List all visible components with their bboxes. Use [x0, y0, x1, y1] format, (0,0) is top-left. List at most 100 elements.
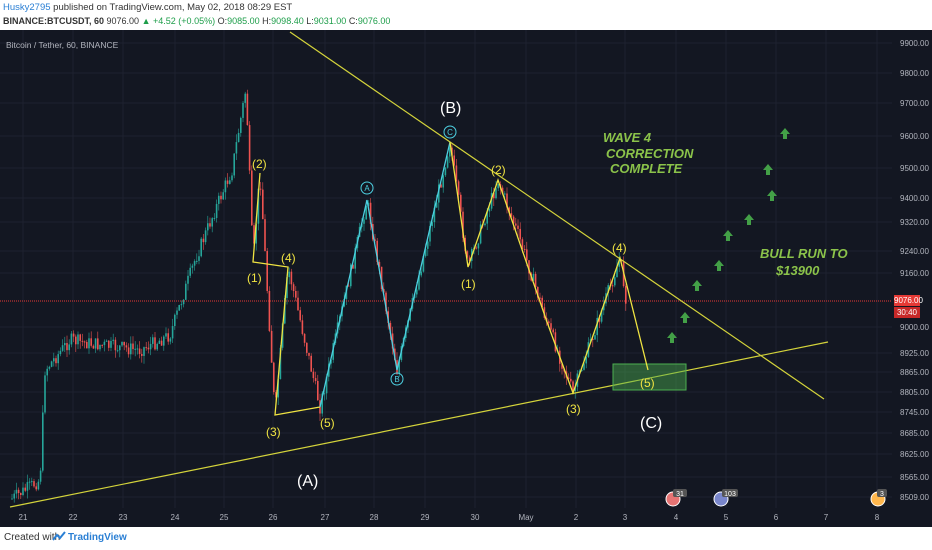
candle-body	[431, 222, 433, 227]
candle-body	[119, 345, 121, 351]
candle-body	[121, 341, 123, 346]
time-tick-label: 6	[774, 513, 779, 522]
upper-trendline[interactable]	[289, 31, 825, 400]
candle-body	[185, 283, 187, 300]
circle-marker-B	[390, 372, 404, 386]
tradingview-brand-link[interactable]: TradingView	[68, 532, 127, 543]
candle-body	[92, 345, 95, 349]
candle-body	[515, 223, 517, 226]
bullish-arrows	[667, 128, 790, 343]
lower-trendline[interactable]	[9, 341, 829, 508]
candle-body	[385, 292, 387, 312]
candle-body	[594, 335, 596, 340]
time-tick-label: 28	[370, 513, 379, 522]
candle-body	[398, 360, 400, 375]
candle-body	[235, 142, 238, 154]
price-tick-label: 8565.00	[900, 473, 929, 482]
wave-label-4b: (4)	[612, 241, 627, 255]
candle-body	[251, 170, 253, 226]
wave-path-b[interactable]	[319, 141, 451, 408]
candle-body	[198, 256, 200, 261]
event-count-bg-1	[673, 489, 687, 497]
time-tick-label: 22	[69, 513, 78, 522]
candle-body	[314, 378, 317, 381]
price-tick-label: 8865.00	[900, 368, 929, 377]
candle-body	[242, 102, 244, 118]
candle-body	[598, 317, 601, 322]
candle-body	[17, 489, 20, 494]
candle-body	[264, 219, 266, 252]
candle-body	[479, 224, 482, 244]
circle-label-C: C	[447, 128, 453, 137]
candle-body	[279, 347, 282, 380]
candle-body	[191, 265, 194, 268]
price-tick-label: 9900.00	[900, 39, 929, 48]
current-price-tag: 9076.00	[894, 295, 923, 306]
candle-body	[50, 361, 53, 367]
candle-body	[99, 344, 101, 350]
event-count-bg-2	[722, 489, 738, 497]
candle-body	[614, 277, 616, 286]
pane-title: Bitcoin / Tether, 60, BINANCE	[6, 40, 119, 50]
candle-body	[37, 481, 40, 490]
candle-body	[158, 340, 161, 344]
candle-body	[218, 195, 220, 204]
candle-body	[365, 205, 367, 220]
candle-body	[528, 260, 530, 274]
time-axis[interactable]: 21 22 23 24 25 26 27 28 29 30 May 2 3 4 5 6 7 8	[19, 513, 880, 522]
price-chart[interactable]: (2) (1) (4) (3) (5) (2) (1) (4) (3) (5) …	[0, 30, 932, 527]
chart-pane[interactable]: (2) (1) (4) (3) (5) (2) (1) (4) (3) (5) …	[0, 30, 932, 527]
high-label: H:	[262, 16, 272, 26]
target-zone-box[interactable]	[612, 363, 687, 391]
candle-body	[215, 203, 218, 218]
candle-body	[512, 216, 515, 224]
candle-body	[259, 188, 262, 190]
created-with-text: Created with	[4, 532, 61, 543]
candle-body	[262, 189, 264, 220]
candle-body	[240, 117, 242, 133]
candle-body	[24, 487, 26, 491]
time-tick-label: 25	[220, 513, 229, 522]
candle-body	[233, 153, 235, 176]
candle-body	[132, 343, 134, 350]
time-tick-label: 3	[623, 513, 628, 522]
candle-body	[154, 337, 156, 350]
time-tick-label: 7	[824, 513, 829, 522]
candle-body	[523, 249, 526, 251]
wave-path-a[interactable]	[252, 172, 321, 416]
candle-body	[495, 188, 497, 199]
chart-header: Husky2795 published on TradingView.com, …	[0, 0, 932, 30]
candle-body	[94, 338, 97, 349]
candle-body	[90, 338, 92, 346]
candle-body	[163, 336, 165, 346]
price-tick-label: 8805.00	[900, 388, 929, 397]
candle-body	[350, 264, 352, 287]
time-tick-label: 29	[421, 513, 430, 522]
candle-body	[46, 368, 48, 376]
candle-body	[180, 304, 183, 306]
candle-body	[572, 381, 574, 391]
candle-body	[226, 180, 229, 184]
candle-body	[165, 333, 167, 337]
up-arrow-icon	[744, 214, 754, 225]
candle-body	[28, 481, 31, 483]
candle-body	[306, 342, 308, 353]
candle-body	[484, 223, 486, 226]
price-axis[interactable]: 9900.00 9800.00 9700.00 9600.00 9500.00 9400.…	[900, 39, 929, 502]
candle-body	[55, 358, 57, 364]
event-count-bg-3	[877, 489, 887, 497]
time-tick-label: 8	[875, 513, 880, 522]
candle-body	[378, 261, 381, 267]
candle-body	[310, 355, 312, 372]
candle-body	[77, 334, 79, 345]
candle-body	[42, 412, 44, 471]
author-link[interactable]: Husky2795	[3, 2, 51, 13]
wave-path-c[interactable]	[449, 141, 649, 395]
circle-marker-C	[443, 125, 457, 139]
candle-body	[455, 165, 458, 182]
candle-body	[488, 208, 491, 212]
time-tick-label: 24	[171, 513, 180, 522]
up-arrow-icon	[714, 260, 724, 271]
low-value: 9031.00	[313, 16, 347, 26]
candle-body	[303, 333, 306, 343]
